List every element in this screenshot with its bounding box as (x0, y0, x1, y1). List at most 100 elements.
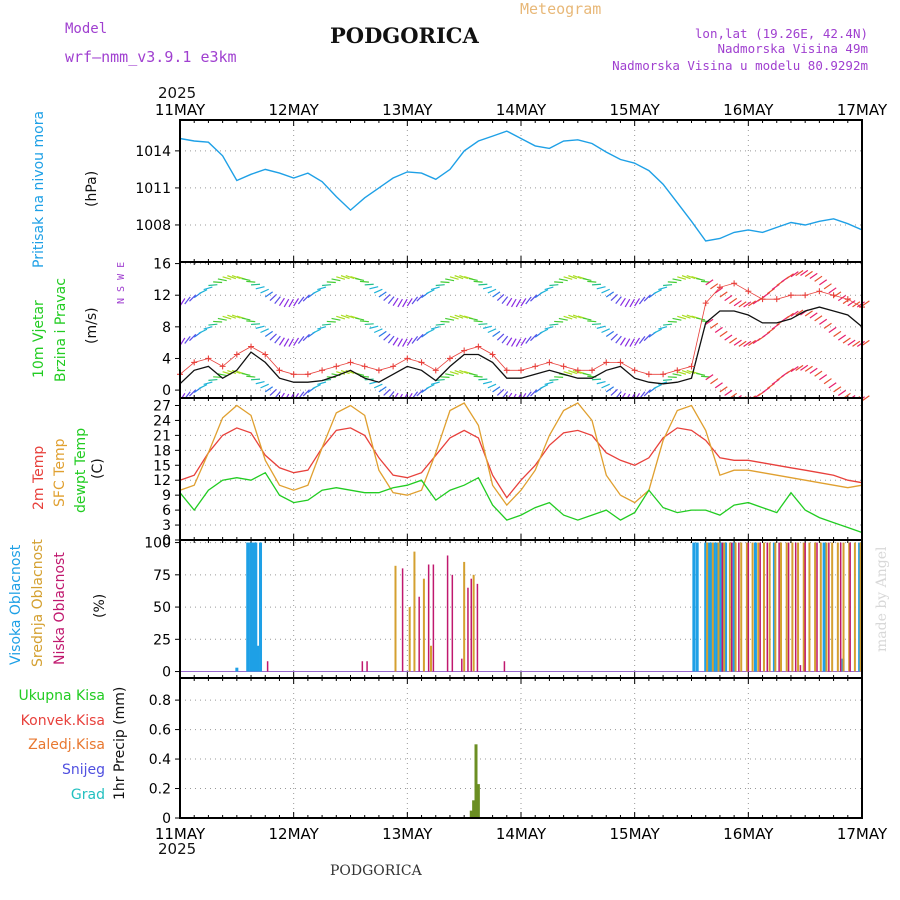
wind-gust-marker (219, 363, 226, 370)
wind-barb (856, 340, 865, 348)
credit-watermark: made by Angel (874, 546, 890, 652)
cloud-mid-bar (785, 542, 788, 672)
cloud-high-bar (707, 542, 711, 672)
wind-barb (804, 310, 813, 317)
bottom-day-label: 15MAY (610, 825, 661, 843)
cloud-high-bar (246, 542, 250, 672)
wind-barb (231, 314, 241, 319)
wind-barb (710, 378, 719, 385)
wind-barb (416, 294, 424, 302)
wind-barb (572, 274, 582, 280)
wind-barb (700, 375, 710, 378)
wind-gust-marker (802, 292, 809, 299)
cloud-low-bar (816, 542, 818, 672)
wind-barb (440, 376, 450, 378)
y-tick-label: 18 (153, 443, 171, 459)
wind-barb (227, 314, 237, 319)
wind-barb (638, 296, 646, 305)
wind-barb (312, 328, 321, 334)
wind-barb (260, 328, 269, 334)
cloud-low-bar (361, 661, 364, 672)
wind-barb (468, 317, 478, 321)
wind-barb (383, 293, 391, 302)
cloud-low-bar (476, 583, 479, 672)
cloud-mid-bar (723, 542, 726, 672)
wind-barb (847, 339, 856, 346)
wind-barb (681, 369, 691, 375)
wind-barb (719, 386, 728, 393)
wind-gust-marker (816, 288, 823, 295)
y-tick-label: 25 (153, 632, 171, 648)
cloud-mid-bar (791, 542, 794, 672)
wind-barb (605, 386, 615, 393)
cloud-high-bar (254, 542, 258, 672)
y-tick-label: 0.6 (149, 723, 171, 739)
wind-barb (445, 278, 455, 282)
y-tick-label: 1008 (135, 218, 171, 234)
wind-barb (322, 284, 332, 287)
wind-barb (653, 289, 662, 295)
wind-barb (445, 317, 455, 321)
wind-barb (478, 283, 488, 286)
wind-barb (658, 286, 668, 291)
wind-barb (336, 371, 346, 375)
cloud-high-bar (709, 542, 713, 672)
wind-barb (416, 389, 424, 397)
y-tick-label: 27 (153, 398, 171, 414)
cloud-low-bar (451, 574, 454, 672)
wind-gust-marker (518, 367, 524, 374)
cloud-mid-bar (408, 607, 411, 672)
wind-barb (520, 337, 527, 346)
wind-gust-marker (404, 355, 411, 362)
wind-barb (203, 326, 213, 330)
t2m-label: 2m Temp (31, 446, 47, 510)
wind-barb (696, 372, 706, 376)
wind-barb (492, 386, 501, 393)
wind-barb (454, 275, 464, 280)
wind-barb (260, 383, 269, 389)
wind-barb (293, 337, 300, 346)
wind-barb (246, 280, 256, 283)
top-day-label: 14MAY (496, 101, 547, 119)
wind-barb (544, 381, 554, 385)
cloud-mid-bar (751, 542, 754, 672)
pressure-line (179, 130, 863, 242)
wind-gust-marker (503, 367, 510, 374)
wind-barb (373, 328, 383, 334)
wind-barb (459, 274, 469, 280)
wind-barb (530, 294, 538, 302)
top-day-label: 11MAY (155, 101, 206, 119)
wind-gust-marker (489, 351, 496, 358)
wind-barb (184, 296, 191, 305)
wind-gust-marker (844, 296, 851, 303)
cloud-low-bar (794, 542, 797, 672)
wind-barb (336, 315, 346, 320)
wind-barb (837, 389, 847, 396)
wind-barb (246, 320, 256, 323)
wind-barb (582, 317, 592, 321)
wind-barb (663, 284, 673, 287)
cloud-mid-bar (825, 542, 828, 672)
model-elevation-text: Nadmorska Visina u modelu 80.9292m (612, 58, 868, 73)
y-tick-label: 50 (153, 600, 171, 616)
wind-speed-line (179, 306, 863, 385)
wind-barb (331, 278, 341, 282)
wind-barb (605, 330, 615, 338)
wind-gust-marker (475, 343, 482, 350)
wind-barb (549, 323, 559, 326)
cloud-low-bar (461, 658, 463, 672)
top-day-label: 15MAY (610, 101, 661, 119)
wind-barb (766, 288, 775, 295)
wind-barb (378, 291, 387, 298)
wind-barb (795, 364, 804, 372)
wind-barb (203, 381, 213, 385)
cloud-mid-bar (706, 542, 709, 672)
tsfc-line (179, 402, 863, 507)
wind-barb (809, 367, 818, 374)
wind-barb (747, 300, 757, 307)
wind-barb (511, 298, 517, 308)
wind-barb (601, 383, 610, 389)
y-tick-label: 6 (162, 503, 171, 519)
wind-barb (426, 328, 435, 334)
y-tick-label: 12 (153, 288, 171, 304)
